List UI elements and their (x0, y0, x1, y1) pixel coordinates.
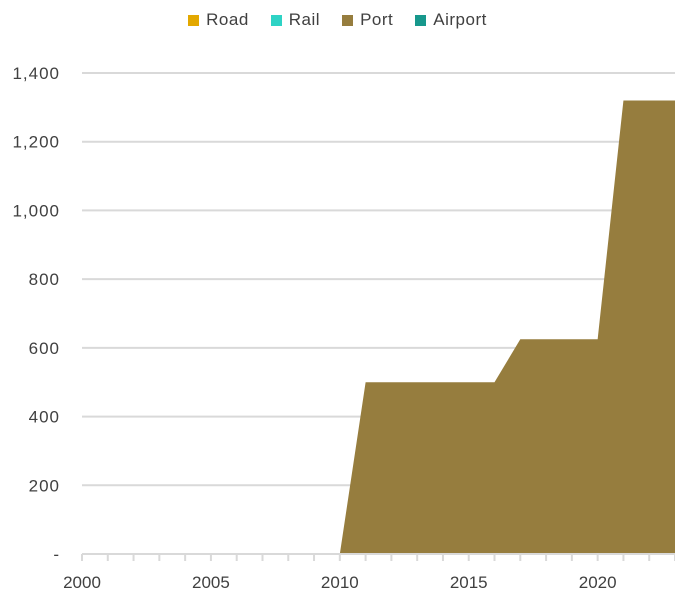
y-tick-label: 800 (29, 270, 60, 289)
legend-item-rail: Rail (270, 10, 321, 30)
y-tick-label: 400 (29, 408, 60, 427)
axis-layer (81, 553, 675, 561)
legend-label-road: Road (206, 10, 249, 29)
x-tick-label: 2010 (321, 573, 359, 592)
legend-swatch-airport (415, 14, 427, 26)
y-tick-labels: - 200 400 600 800 1,000 1,200 1,400 (12, 64, 60, 564)
x-tick-label: 2020 (579, 573, 617, 592)
legend-label-rail: Rail (288, 10, 321, 29)
x-tick-label: 2000 (63, 573, 101, 592)
x-tick-label: 2005 (192, 573, 230, 592)
y-tick-label: 1,400 (12, 64, 60, 83)
x-tick-labels: 2000 2005 2010 2015 2020 (63, 573, 616, 592)
area-series-port (82, 100, 675, 555)
legend-swatch-road (188, 14, 200, 26)
chart-legend: Road Rail Port Airport (0, 10, 675, 30)
y-tick-label: 600 (29, 339, 60, 358)
legend-label-port: Port (360, 10, 394, 29)
legend-item-port: Port (342, 10, 393, 30)
legend-swatch-port (342, 14, 354, 26)
legend-label-airport: Airport (433, 10, 487, 29)
legend-swatch-rail (270, 14, 282, 26)
legend-item-airport: Airport (415, 10, 487, 30)
y-tick-label: 1,200 (12, 133, 60, 152)
grid-layer (82, 72, 675, 487)
y-tick-label: 1,000 (12, 201, 60, 220)
y-tick-label: - (53, 545, 60, 564)
y-tick-label: 200 (29, 476, 60, 495)
legend-item-road: Road (188, 10, 249, 30)
series-layer (82, 100, 675, 555)
x-tick-label: 2015 (450, 573, 488, 592)
